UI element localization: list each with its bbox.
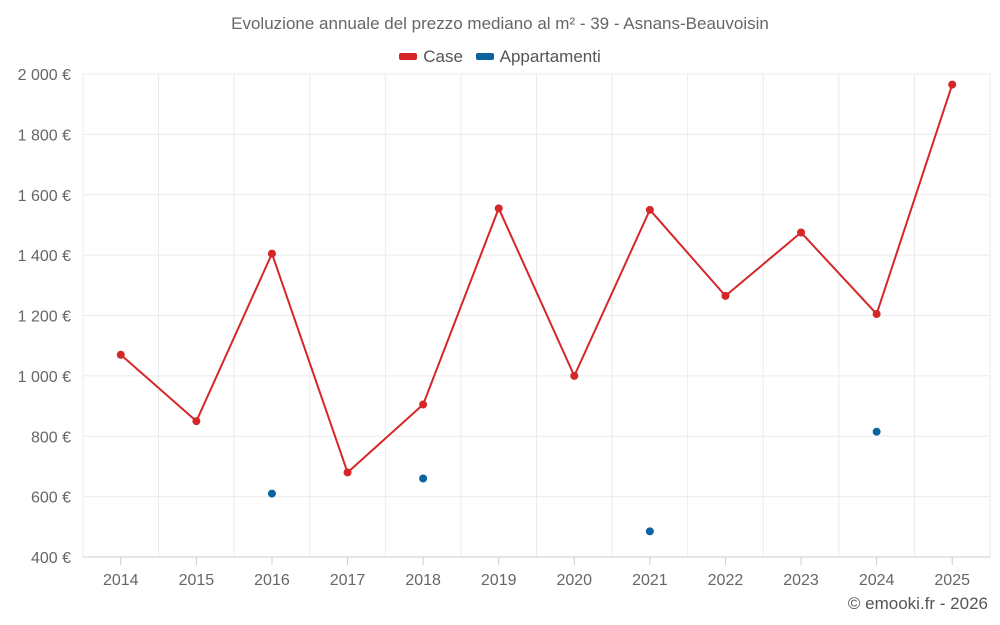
x-tick-label: 2021	[632, 572, 668, 589]
y-tick-label: 1 800 €	[18, 127, 71, 144]
x-tick-label: 2017	[330, 572, 366, 589]
y-tick-label: 2 000 €	[18, 67, 71, 84]
legend-label-case: Case	[423, 46, 463, 66]
chart-title: Evoluzione annuale del prezzo mediano al…	[231, 14, 769, 33]
data-point-case	[872, 309, 881, 318]
y-tick-label: 1 600 €	[18, 188, 71, 205]
x-tick-label: 2018	[405, 572, 441, 589]
x-tick-label: 2014	[103, 572, 139, 589]
y-tick-label: 800 €	[31, 429, 71, 446]
data-point-case	[570, 371, 579, 380]
data-point-case	[419, 400, 428, 409]
data-point-case	[948, 80, 957, 89]
data-point-case	[192, 417, 201, 426]
series-line-case	[120, 84, 954, 474]
legend-swatch-case	[399, 53, 418, 60]
data-point-case	[343, 468, 352, 477]
data-point-case	[494, 204, 503, 213]
series-layer	[116, 80, 957, 536]
data-point-case	[645, 205, 654, 214]
legend-swatch-appartamenti	[475, 53, 494, 60]
data-point-appartamenti	[645, 527, 654, 536]
y-tick-label: 400 €	[31, 550, 71, 567]
x-tick-label: 2016	[254, 572, 290, 589]
legend-item-case[interactable]: Case	[399, 47, 463, 67]
x-tick-label: 2025	[934, 572, 970, 589]
y-tick-label: 1 400 €	[18, 248, 71, 265]
x-tick-label: 2019	[481, 572, 517, 589]
y-tick-label: 600 €	[31, 490, 71, 507]
data-point-case	[797, 228, 806, 237]
legend-item-appartamenti[interactable]: Appartamenti	[475, 46, 601, 67]
x-tick-label: 2015	[179, 572, 215, 589]
data-point-appartamenti	[267, 489, 276, 498]
credit-text: © emooki.fr - 2026	[847, 594, 988, 613]
grid-layer	[82, 73, 991, 558]
chart-legend: Case Appartamenti	[0, 45, 1000, 67]
data-point-case	[267, 249, 276, 258]
x-tick-label: 2022	[708, 572, 744, 589]
x-tick-label: 2023	[783, 572, 819, 589]
x-tick-label: 2020	[556, 572, 592, 589]
data-point-appartamenti	[872, 427, 881, 436]
x-tick-label: 2024	[859, 572, 895, 589]
y-tick-label: 1 200 €	[18, 309, 71, 326]
legend-label-appartamenti: Appartamenti	[499, 46, 601, 66]
y-tick-label: 1 000 €	[18, 369, 71, 386]
data-point-appartamenti	[419, 474, 428, 483]
data-point-case	[721, 291, 730, 300]
axis-layer: 400 € 600 € 800 € 1 000 € 1 200 € 1 400 € 1 60…	[18, 67, 990, 589]
data-point-case	[116, 350, 125, 359]
